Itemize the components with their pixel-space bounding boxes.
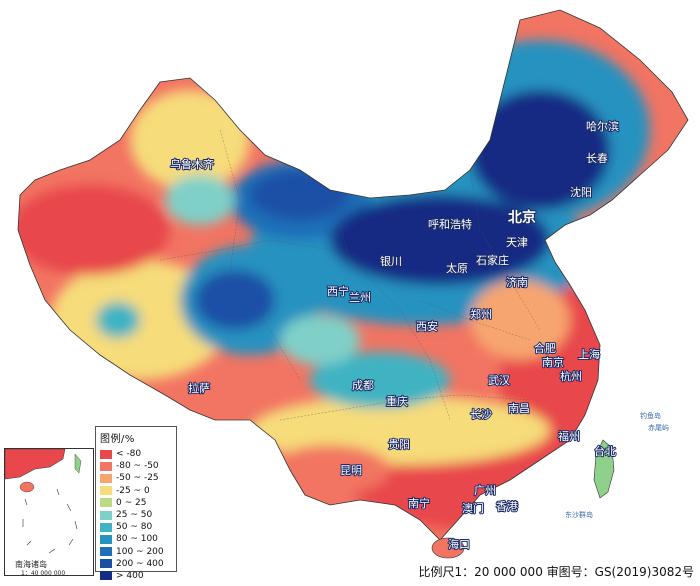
inset-scale: 1：40 000 000 xyxy=(21,570,66,576)
legend-title: 图例/% xyxy=(100,434,135,445)
legend-swatch xyxy=(100,486,112,496)
legend-swatch xyxy=(100,559,112,569)
taiwan-island xyxy=(593,439,615,499)
city-label-macau: 澳门 xyxy=(462,501,484,515)
city-label-nanning: 南宁 xyxy=(408,496,430,510)
legend-swatch xyxy=(100,534,112,544)
legend-label: 50 ~ 80 xyxy=(116,522,153,533)
city-label-taiyuan: 太原 xyxy=(446,262,468,275)
legend-item: 0 ~ 25 xyxy=(100,497,172,509)
legend-item: -25 ~ 0 xyxy=(100,485,172,497)
legend-item: 100 ~ 200 xyxy=(100,546,172,558)
legend-swatch xyxy=(100,473,112,483)
city-label-shanghai: 上海 xyxy=(578,347,600,361)
city-label-xian: 西安 xyxy=(416,319,438,333)
legend-item: -50 ~ -25 xyxy=(100,472,172,484)
city-label-haikou: 海口 xyxy=(448,537,470,551)
city-label-xining: 西宁 xyxy=(327,284,349,298)
city-label-shenyang: 沈阳 xyxy=(570,185,592,199)
legend-item: > 400 xyxy=(100,570,172,582)
city-label-yinchuan: 银川 xyxy=(380,254,402,268)
south-china-sea-inset: 南海诸岛 1：40 000 000 xyxy=(4,448,94,576)
hainan-island xyxy=(431,537,465,559)
city-label-kunming: 昆明 xyxy=(340,464,362,477)
svg-text:赤尾屿: 赤尾屿 xyxy=(648,423,669,432)
legend-item: 25 ~ 50 xyxy=(100,509,172,521)
legend-label: 25 ~ 50 xyxy=(116,510,153,521)
city-label-chongqing: 重庆 xyxy=(386,394,408,408)
city-label-urumqi: 乌鲁木齐 xyxy=(170,157,214,171)
city-label-nanjing: 南京 xyxy=(542,355,564,369)
legend-swatch xyxy=(100,498,112,508)
svg-text:钓鱼岛: 钓鱼岛 xyxy=(640,411,661,420)
city-label-jinan: 济南 xyxy=(506,275,528,289)
city-label-beijing: 北京 xyxy=(508,209,536,226)
legend-label: 200 ~ 400 xyxy=(116,558,164,569)
city-label-nanchang: 南昌 xyxy=(508,402,530,415)
map-footer-scale: 比例尺1：20 000 000 审图号：GS(2019)3082号 xyxy=(418,565,694,579)
legend-swatch xyxy=(100,571,112,581)
legend-item: 50 ~ 80 xyxy=(100,521,172,533)
legend-label: -80 ~ -50 xyxy=(116,461,159,472)
legend-label: < -80 xyxy=(116,449,142,460)
legend-label: 80 ~ 100 xyxy=(116,534,158,545)
city-label-harbin: 哈尔滨 xyxy=(586,119,619,133)
city-label-hangzhou: 杭州 xyxy=(560,369,582,383)
city-label-changsha: 长沙 xyxy=(470,408,492,421)
city-label-lanzhou: 兰州 xyxy=(349,291,371,304)
legend-item: 80 ~ 100 xyxy=(100,533,172,545)
legend-label: 0 ~ 25 xyxy=(116,497,147,508)
legend-swatch xyxy=(100,510,112,520)
legend-swatch xyxy=(100,522,112,532)
legend-item: -80 ~ -50 xyxy=(100,460,172,472)
city-label-tianjin: 天津 xyxy=(506,236,528,249)
svg-text:东沙群岛: 东沙群岛 xyxy=(565,510,593,519)
city-label-hohhot: 呼和浩特 xyxy=(428,217,472,231)
city-label-fuzhou: 福州 xyxy=(558,429,580,443)
city-label-guiyang: 贵阳 xyxy=(388,438,410,451)
city-label-taipei: 台北 xyxy=(594,444,616,458)
legend-item: 200 ~ 400 xyxy=(100,558,172,570)
legend-label: -50 ~ -25 xyxy=(116,473,159,484)
city-label-lhasa: 拉萨 xyxy=(188,381,210,395)
legend-swatch xyxy=(100,449,112,459)
legend-label: 100 ~ 200 xyxy=(116,546,164,557)
inset-title: 南海诸岛 xyxy=(15,560,47,569)
city-label-hefei: 合肥 xyxy=(534,341,556,355)
country-border xyxy=(17,9,689,541)
city-label-wuhan: 武汉 xyxy=(488,374,510,387)
legend-item: < -80 xyxy=(100,448,172,460)
legend-label: > 400 xyxy=(116,570,144,581)
legend-swatch xyxy=(100,547,112,557)
inset-map xyxy=(5,449,82,554)
legend-label: -25 ~ 0 xyxy=(116,485,150,496)
city-label-chengdu: 成都 xyxy=(352,379,374,392)
city-label-changchun: 长春 xyxy=(586,152,608,165)
province-borders xyxy=(159,129,541,421)
legend-swatch xyxy=(100,461,112,471)
city-label-guangzhou: 广州 xyxy=(474,484,496,497)
city-label-shijiazhuang: 石家庄 xyxy=(476,253,509,267)
city-label-hongkong: 香港 xyxy=(496,500,518,513)
city-label-zhengzhou: 郑州 xyxy=(470,307,492,321)
